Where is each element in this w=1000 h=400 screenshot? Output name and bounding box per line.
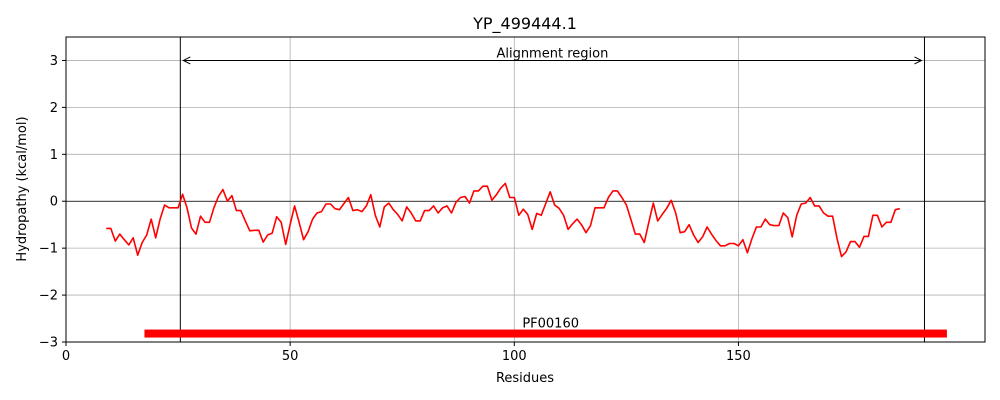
axis-ticks: 0 50 100 150 −3 −2 −1 0 1 2 3 — [39, 54, 751, 364]
x-tick-label: 0 — [62, 349, 70, 364]
hydropathy-line — [106, 182, 900, 258]
y-tick-label: −1 — [39, 242, 58, 257]
y-axis-label: Hydropathy (kcal/mol) — [15, 116, 30, 261]
x-axis-label: Residues — [496, 371, 554, 386]
domain-label: PF00160 — [522, 317, 579, 332]
y-tick-label: 2 — [50, 101, 58, 116]
axes-frame — [65, 36, 986, 343]
grid — [65, 37, 985, 343]
y-tick-label: 1 — [50, 148, 58, 163]
chart-title: YP_499444.1 — [472, 14, 577, 34]
arrow-head-left — [182, 56, 191, 65]
x-tick-label: 100 — [502, 349, 527, 364]
alignment-region-label: Alignment region — [496, 46, 608, 61]
plot-area: Alignment region PF00160 — [65, 36, 986, 343]
arrow-head-right — [914, 56, 923, 65]
y-tick-label: −3 — [39, 336, 58, 351]
y-tick-label: 0 — [50, 195, 58, 210]
x-tick-label: 50 — [282, 349, 299, 364]
x-tick-label: 150 — [726, 349, 751, 364]
y-tick-label: 3 — [50, 54, 58, 69]
y-tick-label: −2 — [39, 289, 58, 304]
domain-bar — [144, 329, 947, 338]
